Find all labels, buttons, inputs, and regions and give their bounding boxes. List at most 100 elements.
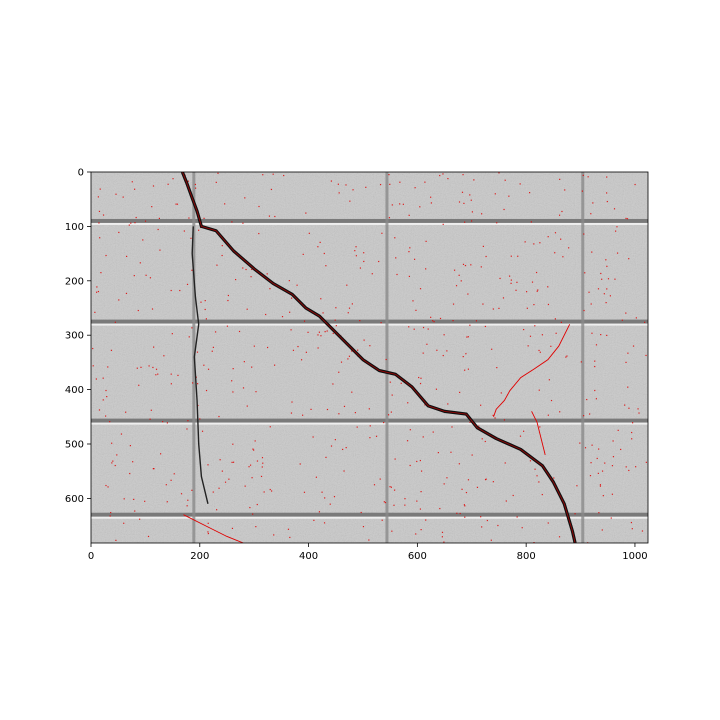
overlay-speckle [203, 364, 205, 366]
overlay-speckle [430, 202, 433, 204]
overlay-speckle [638, 412, 640, 414]
overlay-speckle [492, 308, 494, 310]
overlay-speckle [320, 298, 322, 300]
overlay-speckle [394, 237, 396, 239]
y-tick-label: 400 [65, 385, 84, 396]
mortar-row-3 [91, 512, 648, 517]
overlay-speckle [312, 436, 314, 438]
overlay-speckle [558, 214, 561, 216]
overlay-speckle [99, 237, 101, 239]
overlay-speckle [188, 336, 190, 338]
overlay-speckle [547, 286, 549, 288]
overlay-speckle [292, 349, 295, 351]
overlay-speckle [163, 355, 165, 357]
overlay-speckle [582, 174, 584, 176]
overlay-speckle [107, 486, 109, 488]
overlay-speckle [538, 481, 540, 483]
overlay-speckle [244, 197, 246, 199]
overlay-speckle [584, 447, 587, 449]
overlay-speckle [226, 325, 229, 327]
overlay-speckle [109, 515, 111, 517]
overlay-speckle [606, 288, 608, 290]
overlay-speckle [317, 246, 319, 248]
overlay-speckle [566, 355, 568, 357]
overlay-speckle [451, 426, 453, 428]
overlay-speckle [348, 307, 351, 309]
overlay-speckle [467, 368, 469, 370]
overlay-speckle [305, 212, 307, 214]
overlay-speckle [539, 351, 541, 353]
overlay-speckle [324, 497, 326, 499]
overlay-speckle [484, 479, 487, 481]
overlay-speckle [133, 498, 135, 501]
overlay-speckle [630, 521, 633, 524]
overlay-speckle [98, 409, 101, 411]
overlay-speckle [343, 405, 346, 407]
overlay-speckle [406, 440, 409, 442]
overlay-speckle [439, 317, 442, 320]
overlay-speckle [394, 458, 396, 460]
overlay-speckle [322, 312, 324, 314]
overlay-speckle [453, 269, 456, 271]
overlay-speckle [95, 378, 97, 380]
overlay-speckle [134, 222, 136, 224]
overlay-speckle [631, 438, 633, 440]
crack-paths [180, 172, 577, 543]
y-tick-label: 100 [65, 222, 84, 233]
overlay-speckle [502, 297, 505, 299]
mortar-row-highlight-3 [91, 516, 648, 519]
overlay-speckle [480, 404, 482, 406]
overlay-speckle [611, 465, 614, 467]
overlay-speckle [186, 283, 189, 286]
y-tick-label: 600 [65, 494, 84, 505]
x-tick-label: 0 [88, 551, 94, 562]
overlay-speckle [378, 260, 380, 263]
overlay-speckle [420, 491, 422, 493]
overlay-speckle [354, 412, 356, 414]
overlay-speckle [466, 336, 468, 338]
overlay-speckle [432, 431, 434, 433]
overlay-speckle [291, 401, 293, 403]
overlay-speckle [415, 309, 417, 311]
overlay-speckle [152, 366, 154, 369]
overlay-speckle [273, 364, 276, 366]
overlay-speckle [600, 334, 602, 336]
overlay-speckle [102, 214, 105, 216]
overlay-speckle [450, 451, 452, 453]
overlay-speckle [560, 238, 562, 240]
overlay-speckle [271, 490, 273, 492]
overlay-speckle [536, 475, 538, 477]
overlay-speckle [528, 192, 531, 194]
x-tick-label: 400 [299, 551, 318, 562]
overlay-speckle [591, 251, 593, 253]
overlay-speckle [441, 531, 444, 533]
overlay-speckle [120, 433, 123, 435]
overlay-speckle [111, 442, 113, 444]
overlay-speckle [335, 325, 337, 327]
overlay-speckle [494, 193, 496, 195]
overlay-speckle [599, 484, 602, 486]
overlay-speckle [497, 524, 499, 527]
overlay-speckle [109, 421, 111, 423]
overlay-speckle [319, 241, 321, 243]
overlay-speckle [369, 345, 371, 347]
overlay-speckle [442, 223, 444, 225]
overlay-speckle [221, 245, 223, 247]
overlay-speckle [390, 411, 392, 413]
overlay-speckle [490, 539, 492, 541]
overlay-speckle [203, 217, 205, 219]
overlay-speckle [534, 468, 536, 470]
overlay-speckle [355, 255, 357, 257]
overlay-speckle [388, 174, 390, 176]
overlay-speckle [579, 442, 581, 444]
overlay-speckle [114, 321, 116, 323]
overlay-speckle [402, 203, 404, 205]
overlay-speckle [256, 460, 259, 462]
overlay-speckle [473, 179, 475, 181]
overlay-speckle [475, 320, 478, 322]
overlay-speckle [496, 367, 498, 369]
overlay-speckle [395, 257, 397, 259]
overlay-speckle [207, 532, 209, 535]
overlay-speckle [170, 373, 172, 375]
overlay-speckle [196, 351, 199, 353]
